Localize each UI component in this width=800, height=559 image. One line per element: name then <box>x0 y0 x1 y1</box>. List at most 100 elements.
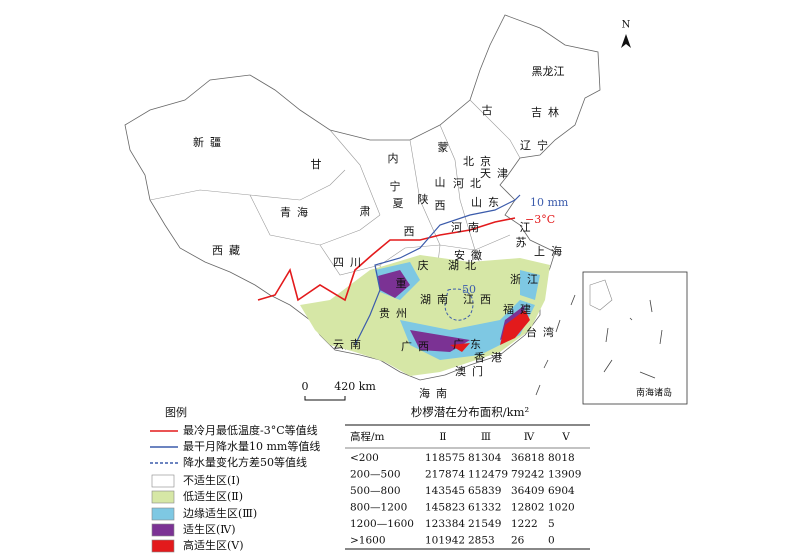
table-cell: 1200—1600 <box>350 518 414 530</box>
scale-start: 0 <box>302 380 309 393</box>
table-cell: 0 <box>548 535 555 547</box>
table-cell: 118575 <box>425 452 465 464</box>
scale-end: 420 km <box>334 380 376 393</box>
table-cell: 800—1200 <box>350 502 407 514</box>
table-header: Ⅴ <box>561 431 570 443</box>
legend-label: 适生区(Ⅳ) <box>183 522 236 536</box>
province-label: 庆 <box>418 258 429 272</box>
inset-coast <box>589 279 613 311</box>
province-label: 吉林 <box>531 105 565 119</box>
border-dashes <box>535 294 576 396</box>
north-label: N <box>622 20 631 31</box>
table-cell: >1600 <box>350 535 386 547</box>
province-label: 山 <box>435 176 446 189</box>
province-label: 台湾 <box>526 325 560 339</box>
suitable-zone <box>378 270 525 352</box>
table-cell: 79242 <box>511 469 544 481</box>
province-labels: 黑龙江吉林辽宁古蒙内新疆甘 北京天津河北山西宁夏 陕肃青海山东西 河南 江苏西藏四川庆湖… <box>193 65 568 400</box>
table-cell: 200—500 <box>350 469 401 481</box>
variance-annotation: 50 <box>462 283 476 296</box>
table-cell: 101942 <box>425 535 465 547</box>
legend-label: 高适生区(Ⅴ) <box>183 538 244 552</box>
province-label: 古 <box>482 104 493 117</box>
table-cell: 12802 <box>511 502 544 514</box>
legend-swatch <box>151 507 175 521</box>
province-label: 广西 <box>401 340 435 353</box>
province-label: 浙江 <box>510 273 544 286</box>
province-label: 江 <box>520 221 531 234</box>
precipitation-contour <box>354 194 521 346</box>
province-label: 湖南 <box>420 293 454 306</box>
province-label: 江西 <box>463 293 497 306</box>
table-title: 杪椤潜在分布面积/km² <box>411 405 529 419</box>
table-cell: 13909 <box>548 469 581 481</box>
province-label: 内 <box>388 151 399 165</box>
table-cell: 36818 <box>511 452 544 464</box>
high-suitability-zone <box>450 310 530 352</box>
province-label: 安徽 <box>454 248 488 262</box>
table-cell: 1020 <box>548 502 575 514</box>
table-cell: 1222 <box>511 518 538 530</box>
table-header: 高程/m <box>350 430 385 443</box>
table-cell: 5 <box>548 518 555 530</box>
table-cell: 6904 <box>548 485 575 497</box>
province-label: 黑龙江 <box>532 65 565 78</box>
province-label: 蒙 <box>438 141 449 154</box>
legend-label: 最冷月最低温度-3°C等值线 <box>183 423 318 437</box>
variance-contour <box>444 288 474 321</box>
province-label: 河南 <box>451 221 485 234</box>
table-cell: 217874 <box>425 469 465 481</box>
province-label: 重 <box>396 276 407 290</box>
table-cell: 21549 <box>468 518 501 530</box>
table-header: Ⅱ <box>439 431 446 443</box>
province-label: 四川 <box>333 256 367 269</box>
temp-annotation: −3°C <box>525 213 555 226</box>
legend-swatch <box>151 474 175 488</box>
legend-title: 图例 <box>165 405 187 419</box>
precip-annotation: 10 mm <box>530 196 569 209</box>
province-label: 澳门 <box>455 364 489 378</box>
legend-swatch <box>151 539 175 553</box>
province-label: 西 <box>404 225 415 238</box>
legend-label: 不适生区(Ⅰ) <box>183 473 240 487</box>
table-cell: 143545 <box>425 485 465 497</box>
province-label: 海南 <box>419 386 453 400</box>
north-arrow <box>621 34 631 48</box>
table-cell: 145823 <box>425 502 465 514</box>
province-label: 贵州 <box>379 307 413 320</box>
table-cell: <200 <box>350 452 379 464</box>
province-label: 西 <box>435 199 446 212</box>
province-label: 苏 <box>516 236 527 249</box>
province-label: 上海 <box>534 244 568 258</box>
province-label: 北京 <box>463 154 497 168</box>
table-cell: 8018 <box>548 452 575 464</box>
table-cell: 61332 <box>468 502 501 514</box>
table-cell: 2853 <box>468 535 495 547</box>
table-cell: 36409 <box>511 485 544 497</box>
legend-label: 边缘适生区(Ⅲ) <box>183 506 257 520</box>
legend-swatch <box>151 490 175 504</box>
province-label: 河北 <box>453 177 487 190</box>
province-label: 西藏 <box>212 244 246 257</box>
province-label: 陕 <box>418 192 429 206</box>
province-label: 湖北 <box>448 259 482 272</box>
inset-label: 南海诸岛 <box>636 387 672 399</box>
table-cell: 26 <box>511 535 525 547</box>
province-label: 甘 <box>311 158 322 171</box>
legend-label: 降水量变化方差50等值线 <box>183 455 307 469</box>
province-label: 夏 <box>393 197 404 210</box>
legend-label: 最干月降水量10 mm等值线 <box>183 439 320 453</box>
table-header: Ⅲ <box>481 431 491 443</box>
inset-frame <box>582 271 688 405</box>
legend-swatch <box>151 523 175 537</box>
inset-islands <box>603 299 663 379</box>
province-label: 宁 <box>390 179 401 193</box>
legend-label: 低适生区(Ⅱ) <box>183 489 243 503</box>
table-cell: 81304 <box>468 452 502 464</box>
province-label: 香港 <box>474 351 508 364</box>
province-label: 肃 <box>360 205 371 218</box>
table-header: Ⅳ <box>524 431 535 443</box>
province-label: 新疆 <box>193 135 227 149</box>
